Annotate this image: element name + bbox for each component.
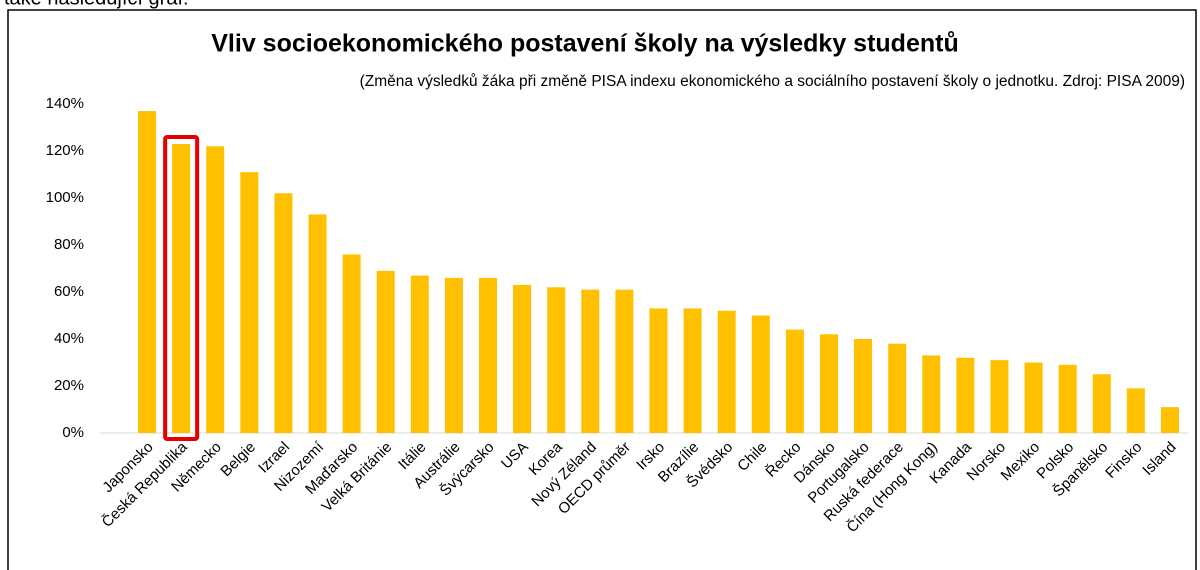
bar <box>1024 362 1043 433</box>
bar <box>785 329 804 433</box>
bar <box>1126 388 1145 433</box>
y-tick-label: 40% <box>54 330 84 347</box>
bar <box>649 308 668 433</box>
bar <box>1058 364 1077 433</box>
bar <box>990 360 1009 433</box>
bar <box>342 254 361 433</box>
chart-border <box>7 9 1197 570</box>
bar <box>683 308 702 433</box>
bar <box>819 334 838 433</box>
bar <box>513 284 532 433</box>
bar <box>888 343 907 433</box>
y-tick-label: 140% <box>46 95 84 112</box>
page-text: také následující graf: <box>4 0 189 9</box>
bar <box>922 355 941 433</box>
y-tick-label: 60% <box>54 283 84 300</box>
bar <box>376 270 395 433</box>
bar <box>547 287 566 433</box>
bar <box>308 214 327 433</box>
bar <box>956 357 975 433</box>
bar <box>717 310 736 433</box>
highlight-box <box>163 135 200 441</box>
y-tick-label: 120% <box>46 142 84 159</box>
bar <box>274 193 293 433</box>
bar <box>1092 374 1111 433</box>
bar <box>410 275 429 433</box>
bar <box>1160 407 1179 433</box>
bar <box>206 146 225 434</box>
bar <box>172 143 191 433</box>
chart-subtitle: (Změna výsledků žáka při změně PISA inde… <box>360 73 1185 90</box>
y-tick-label: 0% <box>62 424 84 441</box>
bar <box>854 339 873 433</box>
y-tick-label: 80% <box>54 236 84 253</box>
y-tick-label: 100% <box>46 189 84 206</box>
bar <box>751 315 770 433</box>
bar <box>581 289 600 433</box>
y-tick-label: 20% <box>54 377 84 394</box>
chart-title: Vliv socioekonomického postavení školy n… <box>211 30 958 58</box>
bar <box>240 172 259 433</box>
bar <box>138 111 157 434</box>
bar <box>615 289 634 433</box>
bar <box>479 277 498 433</box>
bar <box>444 277 463 433</box>
